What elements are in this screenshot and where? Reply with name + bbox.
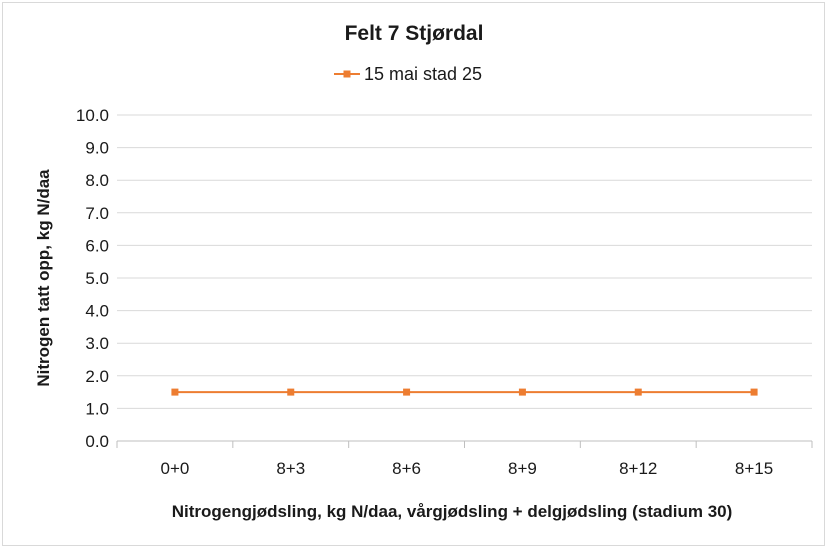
x-tick-label: 8+15 [735,459,773,478]
data-point [518,388,526,396]
legend-label: 15 mai stad 25 [364,64,482,84]
x-tick-label: 8+6 [392,459,421,478]
legend: 15 mai stad 25 [334,64,482,84]
y-tick-label: 1.0 [85,399,109,418]
y-tick-label: 9.0 [85,139,109,158]
y-tick-label: 3.0 [85,334,109,353]
chart-title: Felt 7 Stjørdal [345,22,484,45]
x-tick-label: 0+0 [160,459,189,478]
y-tick-label: 2.0 [85,367,109,386]
y-tick-label: 6.0 [85,236,109,255]
y-tick-label: 10.0 [76,106,109,125]
x-tick-label: 8+12 [619,459,657,478]
legend-marker [343,70,351,78]
y-tick-label: 5.0 [85,269,109,288]
gridlines [117,114,812,409]
y-tick-label: 7.0 [85,204,109,223]
y-axis-label: Nitrogen tatt opp, kg N/daa [34,169,53,387]
x-tick-label: 8+9 [508,459,537,478]
data-point [634,388,642,396]
y-tick-label: 0.0 [85,432,109,451]
x-tick-label: 8+3 [276,459,305,478]
x-tick-labels: 0+0 8+3 8+6 8+9 8+12 8+15 [160,459,773,478]
data-point [750,388,758,396]
axes [116,440,813,448]
y-tick-label: 4.0 [85,302,109,321]
series-layer [171,388,758,396]
y-tick-labels: 0.0 1.0 2.0 3.0 4.0 5.0 6.0 7.0 8.0 9.0 10.0 [76,106,109,451]
data-point [171,388,179,396]
data-point [403,388,411,396]
x-axis-label: Nitrogengjødsling, kg N/daa, vårgjødslin… [172,502,733,521]
y-tick-label: 8.0 [85,171,109,190]
data-point [287,388,295,396]
